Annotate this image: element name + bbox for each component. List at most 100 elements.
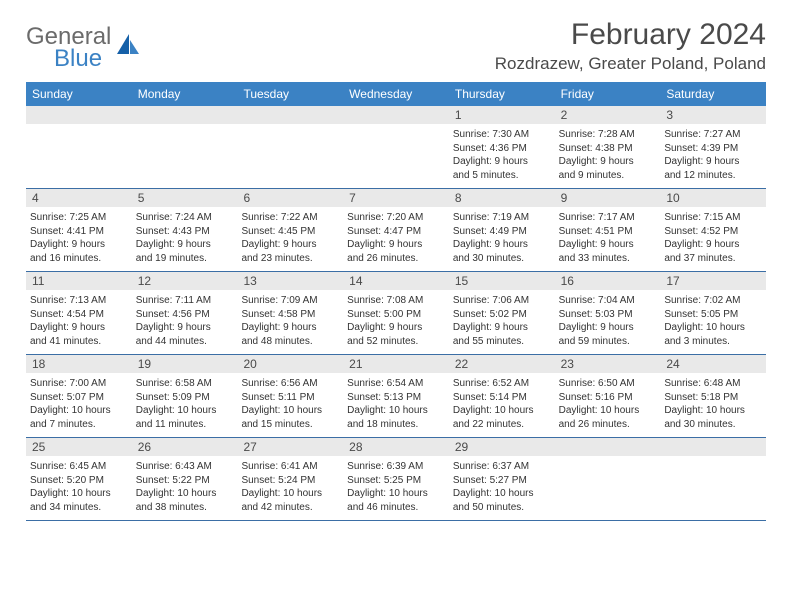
day-detail-line: Daylight: 9 hours <box>559 238 657 252</box>
day-cell: Sunrise: 7:06 AMSunset: 5:02 PMDaylight:… <box>449 290 555 354</box>
day-cell: Sunrise: 7:20 AMSunset: 4:47 PMDaylight:… <box>343 207 449 271</box>
day-number: 26 <box>132 438 238 456</box>
day-detail-line: Daylight: 10 hours <box>241 487 339 501</box>
day-detail-line: Sunrise: 7:08 AM <box>347 294 445 308</box>
day-detail-line: and 3 minutes. <box>664 335 762 349</box>
day-number: 24 <box>660 355 766 373</box>
day-number: 22 <box>449 355 555 373</box>
day-detail-line: and 59 minutes. <box>559 335 657 349</box>
day-detail-line: and 55 minutes. <box>453 335 551 349</box>
day-detail-line: Sunset: 4:52 PM <box>664 225 762 239</box>
day-number: 11 <box>26 272 132 290</box>
calendar: SundayMondayTuesdayWednesdayThursdayFrid… <box>26 82 766 521</box>
day-cell: Sunrise: 6:45 AMSunset: 5:20 PMDaylight:… <box>26 456 132 520</box>
day-number: 28 <box>343 438 449 456</box>
day-number <box>343 106 449 124</box>
day-detail-line: Sunrise: 6:52 AM <box>453 377 551 391</box>
day-detail-line: Sunset: 5:00 PM <box>347 308 445 322</box>
day-detail-line: Sunset: 5:02 PM <box>453 308 551 322</box>
day-cell: Sunrise: 7:15 AMSunset: 4:52 PMDaylight:… <box>660 207 766 271</box>
day-detail-line: and 5 minutes. <box>453 169 551 183</box>
day-detail-line: and 18 minutes. <box>347 418 445 432</box>
day-cell: Sunrise: 6:58 AMSunset: 5:09 PMDaylight:… <box>132 373 238 437</box>
day-detail-line: and 42 minutes. <box>241 501 339 515</box>
day-detail-line: and 46 minutes. <box>347 501 445 515</box>
day-number: 12 <box>132 272 238 290</box>
day-number <box>555 438 661 456</box>
day-detail-line: and 7 minutes. <box>30 418 128 432</box>
day-detail-line: Sunset: 4:41 PM <box>30 225 128 239</box>
day-cell: Sunrise: 7:13 AMSunset: 4:54 PMDaylight:… <box>26 290 132 354</box>
day-number: 19 <box>132 355 238 373</box>
day-detail-line: Sunrise: 6:56 AM <box>241 377 339 391</box>
day-detail-line: Daylight: 10 hours <box>30 404 128 418</box>
day-detail-line: and 30 minutes. <box>664 418 762 432</box>
day-detail-line: Sunrise: 7:27 AM <box>664 128 762 142</box>
day-number: 27 <box>237 438 343 456</box>
day-number: 10 <box>660 189 766 207</box>
day-detail-line: Daylight: 9 hours <box>30 321 128 335</box>
day-detail-line: Sunset: 5:22 PM <box>136 474 234 488</box>
day-detail-line: Daylight: 9 hours <box>136 321 234 335</box>
header: General Blue February 2024 Rozdrazew, Gr… <box>26 18 766 74</box>
week-row: 123Sunrise: 7:30 AMSunset: 4:36 PMDaylig… <box>26 106 766 189</box>
day-number: 16 <box>555 272 661 290</box>
day-detail-line: Sunrise: 7:15 AM <box>664 211 762 225</box>
day-detail-line: Sunrise: 7:02 AM <box>664 294 762 308</box>
day-number: 5 <box>132 189 238 207</box>
day-detail-line: Sunrise: 6:48 AM <box>664 377 762 391</box>
day-number: 4 <box>26 189 132 207</box>
day-detail-line: Daylight: 9 hours <box>347 238 445 252</box>
day-detail-line: and 30 minutes. <box>453 252 551 266</box>
day-detail-line: Sunrise: 7:04 AM <box>559 294 657 308</box>
day-detail-line: and 9 minutes. <box>559 169 657 183</box>
day-detail-line: Daylight: 9 hours <box>559 155 657 169</box>
day-detail-line: Sunset: 5:09 PM <box>136 391 234 405</box>
day-detail-line: Sunset: 4:47 PM <box>347 225 445 239</box>
day-detail-line: Daylight: 10 hours <box>559 404 657 418</box>
day-cell: Sunrise: 6:54 AMSunset: 5:13 PMDaylight:… <box>343 373 449 437</box>
day-detail-line: and 33 minutes. <box>559 252 657 266</box>
day-detail-line: Sunset: 5:16 PM <box>559 391 657 405</box>
day-detail-line: Sunrise: 6:43 AM <box>136 460 234 474</box>
day-number: 21 <box>343 355 449 373</box>
day-detail-line: Sunrise: 6:37 AM <box>453 460 551 474</box>
day-header: Tuesday <box>237 82 343 106</box>
day-cell: Sunrise: 6:56 AMSunset: 5:11 PMDaylight:… <box>237 373 343 437</box>
day-cell <box>660 456 766 520</box>
day-number: 7 <box>343 189 449 207</box>
day-detail-line: Sunrise: 7:19 AM <box>453 211 551 225</box>
day-detail-line: Sunrise: 7:17 AM <box>559 211 657 225</box>
logo-sail-icon <box>115 32 141 58</box>
day-detail-line: Sunset: 4:39 PM <box>664 142 762 156</box>
day-number <box>237 106 343 124</box>
day-cell: Sunrise: 7:24 AMSunset: 4:43 PMDaylight:… <box>132 207 238 271</box>
day-detail-line: Sunset: 4:49 PM <box>453 225 551 239</box>
day-detail-line: Sunset: 5:03 PM <box>559 308 657 322</box>
day-detail-line: Daylight: 9 hours <box>30 238 128 252</box>
day-detail-line: Daylight: 10 hours <box>453 487 551 501</box>
day-cell: Sunrise: 7:11 AMSunset: 4:56 PMDaylight:… <box>132 290 238 354</box>
day-detail-line: Daylight: 9 hours <box>136 238 234 252</box>
day-cell <box>26 124 132 188</box>
day-detail-line: Sunrise: 6:39 AM <box>347 460 445 474</box>
day-detail-line: Sunset: 5:18 PM <box>664 391 762 405</box>
day-detail-line: Daylight: 10 hours <box>136 404 234 418</box>
day-number <box>660 438 766 456</box>
day-detail-line: and 34 minutes. <box>30 501 128 515</box>
week-row: 2526272829 Sunrise: 6:45 AMSunset: 5:20 … <box>26 438 766 521</box>
day-detail-line: and 11 minutes. <box>136 418 234 432</box>
day-cell <box>237 124 343 188</box>
day-header: Saturday <box>660 82 766 106</box>
day-detail-line: Sunset: 4:51 PM <box>559 225 657 239</box>
day-cell: Sunrise: 7:00 AMSunset: 5:07 PMDaylight:… <box>26 373 132 437</box>
day-detail-line: and 41 minutes. <box>30 335 128 349</box>
day-header: Wednesday <box>343 82 449 106</box>
day-detail-line: Daylight: 9 hours <box>241 321 339 335</box>
day-cell: Sunrise: 7:08 AMSunset: 5:00 PMDaylight:… <box>343 290 449 354</box>
day-cell: Sunrise: 7:19 AMSunset: 4:49 PMDaylight:… <box>449 207 555 271</box>
location: Rozdrazew, Greater Poland, Poland <box>495 54 766 74</box>
day-number: 18 <box>26 355 132 373</box>
day-number: 2 <box>555 106 661 124</box>
day-detail-line: Sunset: 5:05 PM <box>664 308 762 322</box>
